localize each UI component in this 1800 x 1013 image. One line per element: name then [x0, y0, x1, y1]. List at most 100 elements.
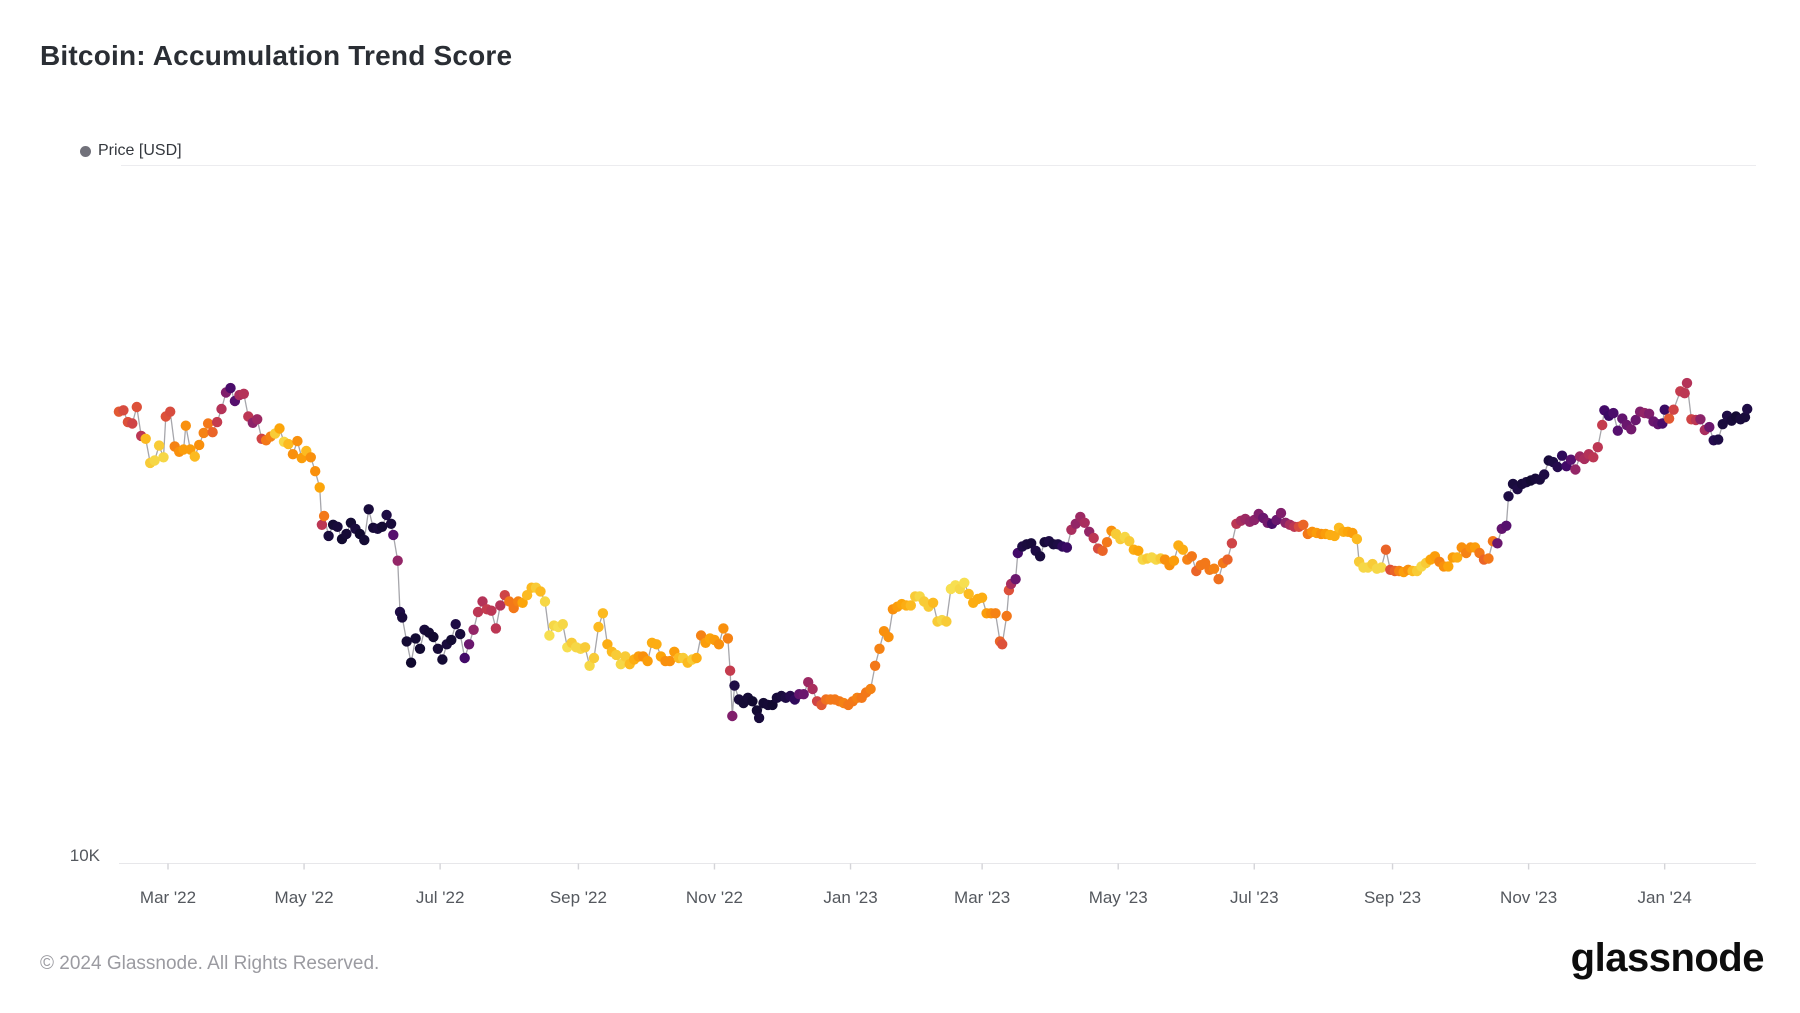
price-dot	[305, 452, 316, 463]
price-dot	[1597, 419, 1608, 431]
price-dot	[153, 440, 165, 451]
price-dot	[722, 633, 734, 644]
x-tick-label: Nov '22	[686, 888, 743, 907]
price-dot	[405, 657, 417, 668]
price-dot	[385, 518, 397, 529]
price-dot	[1503, 491, 1514, 502]
price-dot	[1061, 542, 1073, 553]
price-dot	[1556, 450, 1568, 461]
price-dot	[1713, 434, 1724, 445]
price-dot	[1186, 551, 1198, 562]
price-dot	[1376, 562, 1387, 573]
price-dot	[127, 418, 138, 429]
price-dot	[376, 521, 388, 532]
price-dot	[392, 555, 403, 566]
price-dot	[341, 528, 352, 540]
price-dot	[941, 616, 952, 627]
price-dot	[363, 504, 374, 515]
price-dot	[602, 639, 613, 650]
x-tick-label: Sep '22	[550, 888, 607, 907]
price-dot	[463, 639, 475, 650]
price-dot	[211, 416, 223, 428]
price-dot	[216, 403, 227, 415]
legend-series-dot-icon	[80, 145, 91, 157]
price-dot	[388, 529, 399, 541]
price-dot	[1177, 544, 1189, 555]
price-dot	[165, 406, 176, 417]
price-dot	[1501, 520, 1512, 531]
price-dot	[753, 712, 765, 724]
x-tick-label: Sep '23	[1364, 888, 1421, 907]
price-dot	[798, 689, 809, 700]
price-dot	[865, 683, 876, 695]
price-line	[118, 382, 1748, 719]
price-dot	[724, 665, 736, 676]
price-dot	[544, 630, 555, 641]
price-dot	[579, 642, 591, 653]
price-dot	[1329, 530, 1340, 542]
price-dot	[131, 401, 142, 413]
price-dot	[874, 643, 885, 654]
price-dot	[1222, 554, 1233, 565]
price-dot	[149, 455, 160, 466]
price-dot	[1492, 538, 1503, 549]
price-dot	[1552, 461, 1563, 473]
price-dot	[1565, 454, 1577, 465]
price-dot	[539, 596, 551, 607]
price-dot	[318, 510, 330, 522]
price-dot	[869, 660, 881, 671]
price-dot	[1588, 452, 1599, 463]
price-dot	[292, 435, 303, 447]
price-dot	[1034, 551, 1046, 562]
price-dot	[1226, 538, 1238, 549]
price-dot	[620, 651, 631, 662]
price-dot	[691, 652, 702, 664]
price-dot	[927, 597, 939, 608]
price-dot	[397, 612, 408, 623]
price-dot	[1452, 552, 1463, 563]
price-dot	[1659, 404, 1670, 415]
price-dot	[238, 388, 249, 399]
price-dot	[477, 596, 488, 607]
legend[interactable]: Price [USD]	[80, 142, 182, 160]
price-dot	[1483, 553, 1494, 564]
price-dot	[207, 427, 218, 438]
price-dot	[664, 655, 676, 667]
price-dot	[729, 680, 740, 691]
price-dot	[976, 592, 988, 603]
price-dot	[316, 519, 328, 530]
price-dot	[1010, 574, 1021, 585]
price-dot	[1570, 464, 1581, 475]
price-dot	[963, 588, 974, 600]
price-dot	[1717, 419, 1728, 430]
price-dot	[287, 449, 299, 460]
price-dot	[747, 696, 758, 707]
price-dot	[1704, 421, 1715, 433]
price-dot	[1380, 544, 1392, 555]
price-dot	[521, 590, 533, 601]
price-dot	[535, 586, 546, 597]
price-dot	[1298, 519, 1309, 530]
price-dot	[1663, 413, 1675, 424]
price-dot	[468, 624, 479, 635]
price-dot	[990, 608, 1001, 619]
price-dot	[450, 619, 461, 630]
price-dot	[437, 654, 448, 665]
price-dot	[597, 608, 609, 619]
price-dot	[274, 423, 285, 434]
price-dot	[615, 659, 626, 670]
price-dot	[194, 439, 205, 451]
price-dot	[517, 597, 528, 608]
price-dot	[1668, 404, 1679, 415]
price-dot	[432, 643, 444, 654]
price-dot	[1612, 425, 1624, 436]
price-dot	[140, 433, 151, 444]
price-dot	[486, 605, 497, 616]
price-dot	[997, 639, 1008, 650]
price-dot	[1626, 424, 1637, 435]
price-dot	[718, 623, 729, 634]
price-dot	[202, 418, 214, 429]
price-dot	[359, 534, 370, 546]
